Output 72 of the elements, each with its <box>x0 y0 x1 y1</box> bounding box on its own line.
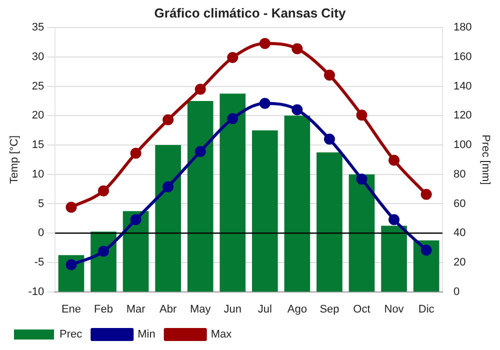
x-tick-label: Jun <box>224 303 242 316</box>
x-tick-label: Ago <box>287 303 307 316</box>
y-tick-label: -5 <box>34 256 44 268</box>
point <box>356 174 368 185</box>
point <box>420 244 432 256</box>
bar <box>122 211 149 292</box>
point <box>98 185 110 196</box>
point <box>162 181 174 192</box>
y-tick-label: 0 <box>38 227 44 240</box>
y2-tick-label: 120 <box>453 110 472 122</box>
point <box>388 214 400 226</box>
y-tick-label: 10 <box>32 168 44 180</box>
bar <box>316 152 342 292</box>
bar <box>381 226 407 292</box>
point <box>98 246 110 257</box>
x-tick-label: Mar <box>126 303 146 316</box>
y-tick-label: 30 <box>32 50 44 63</box>
y2-tick-label: 0 <box>453 286 460 298</box>
point <box>227 52 238 64</box>
legend-label: Max <box>210 328 232 341</box>
y2-tick-label: 140 <box>453 80 472 92</box>
point <box>162 114 174 126</box>
bar <box>220 94 246 292</box>
legend-label: Min <box>138 328 156 341</box>
point <box>259 98 270 109</box>
point <box>388 154 400 166</box>
x-tick-label: Abr <box>160 303 177 316</box>
point <box>324 70 335 81</box>
x-tick-label: Feb <box>94 303 113 316</box>
point <box>292 104 303 116</box>
y2-tick-label: 80 <box>453 168 466 180</box>
y-axis-title: Temp [°C] <box>8 135 21 184</box>
x-tick-label: May <box>190 303 212 316</box>
y-tick-label: -10 <box>28 286 44 298</box>
y2-tick-label: 20 <box>453 256 466 268</box>
y2-tick-label: 180 <box>453 22 472 34</box>
x-tick-label: Jul <box>258 303 272 316</box>
point <box>227 113 238 124</box>
y-tick-label: 5 <box>38 198 44 210</box>
point <box>66 202 77 213</box>
point <box>324 134 335 145</box>
point <box>194 146 206 157</box>
x-tick-label: Sep <box>320 303 340 316</box>
point <box>66 259 77 270</box>
y2-tick-label: 40 <box>453 227 466 240</box>
bar <box>348 174 375 292</box>
bar <box>252 130 278 292</box>
bar <box>413 240 440 292</box>
bar <box>155 145 181 292</box>
y-tick-label: 15 <box>32 139 44 152</box>
y2-tick-label: 60 <box>453 198 466 210</box>
bar <box>187 100 214 292</box>
bar <box>284 116 310 292</box>
chart-title: Gráfico climático - Kansas City <box>154 5 346 20</box>
y-tick-label: 35 <box>32 22 44 34</box>
y-tick-label: 20 <box>32 110 44 122</box>
x-tick-label: Nov <box>384 303 404 316</box>
point <box>194 84 206 95</box>
legend-label: Prec <box>60 328 83 341</box>
point <box>130 214 142 226</box>
x-tick-label: Dic <box>418 303 435 316</box>
y2-tick-label: 100 <box>453 139 472 152</box>
point <box>420 188 432 200</box>
point <box>292 43 303 54</box>
point <box>130 148 142 159</box>
y-tick-label: 25 <box>32 80 44 92</box>
x-tick-label: Ene <box>61 303 82 316</box>
point <box>356 110 368 121</box>
point <box>259 38 270 49</box>
y2-tick-label: 160 <box>453 50 472 63</box>
y2-axis-title: Prec [mm] <box>479 134 492 185</box>
x-tick-label: Oct <box>353 303 370 316</box>
